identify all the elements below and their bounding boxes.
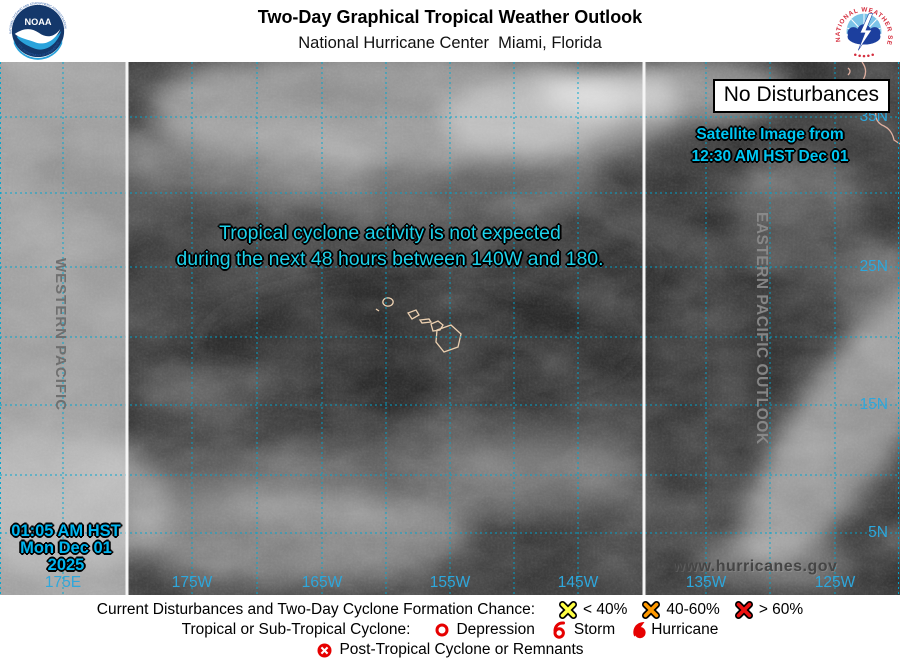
issuance-time-line2: Mon Dec 01 2025 (20, 539, 112, 574)
no-disturbances-box: No Disturbances (712, 79, 890, 113)
x-icon-yellow (559, 601, 577, 619)
satellite-caption: Satellite Image from 12:30 AM HST Dec 01 (645, 124, 895, 168)
lon-label: 145W (557, 574, 599, 591)
chance-item-low: < 40% (559, 600, 627, 620)
hurricane-icon (633, 621, 646, 638)
cyclone-item-hurricane: Hurricane (630, 620, 718, 640)
header: NOAA NATIONAL OCEANIC AND ATMOSPHERIC AD… (0, 0, 900, 62)
hawaii-coastline (375, 297, 462, 353)
divider-180 (125, 62, 129, 595)
lat-label: 25N (859, 258, 888, 275)
outlook-message-line1: Tropical cyclone activity is not expecte… (219, 222, 561, 244)
legend-row-post-tropical: Post-Tropical Cyclone or Remnants (0, 640, 900, 660)
satellite-caption-line2: 12:30 AM HST Dec 01 (691, 148, 849, 165)
depression-label: Depression (456, 621, 535, 638)
chance-item-medium: 40-60% (642, 600, 720, 620)
nws-logo-icon: NATIONAL WEATHER SERVICE (834, 1, 894, 61)
lat-label: 5N (868, 524, 888, 541)
chance-item-high-label: > 60% (758, 601, 804, 618)
issuance-time-line1: 01:05 AM HST (11, 522, 121, 540)
lon-label: 175W (171, 574, 213, 591)
lon-label: 125W (814, 574, 856, 591)
lat-label: 15N (859, 396, 888, 413)
chance-item-low-label: < 40% (583, 601, 628, 618)
outlook-message-line2: during the next 48 hours between 140W an… (176, 248, 604, 270)
x-icon-red (734, 601, 753, 619)
storm-icon (553, 620, 565, 639)
satellite-caption-line1: Satellite Image from (696, 126, 844, 143)
chance-label: Current Disturbances and Two-Day Cyclone… (96, 601, 535, 618)
legend-row-chance: Current Disturbances and Two-Day Cyclone… (0, 600, 900, 620)
chance-item-high: > 60% (734, 600, 804, 620)
lon-label: 155W (429, 574, 471, 591)
website-url: www.hurricanes.gov (672, 558, 838, 575)
lon-label: 135W (685, 574, 727, 591)
page-title: Two-Day Graphical Tropical Weather Outlo… (257, 7, 643, 27)
post-tropical-item: Post-Tropical Cyclone or Remnants (316, 640, 584, 660)
lon-label: 165W (301, 574, 343, 591)
storm-label: Storm (573, 621, 616, 638)
cyclone-item-depression: Depression (434, 620, 535, 640)
western-pacific-label: WESTERN PACIFIC (52, 258, 69, 412)
issuance-time: 01:05 AM HST Mon Dec 01 2025 (0, 523, 132, 574)
hurricane-label: Hurricane (651, 621, 719, 638)
depression-icon (435, 623, 449, 637)
legend: Current Disturbances and Two-Day Cyclone… (0, 595, 900, 665)
divider-140w (642, 62, 646, 595)
chance-item-medium-label: 40-60% (666, 601, 720, 618)
noaa-logo-icon: NOAA NATIONAL OCEANIC AND ATMOSPHERIC AD… (8, 1, 68, 60)
cyclone-item-storm: Storm (550, 620, 615, 640)
cyclone-label: Tropical or Sub-Tropical Cyclone: (181, 621, 411, 638)
noaa-wordmark: NOAA (24, 17, 51, 27)
latlon-grid (0, 62, 900, 595)
post-tropical-label: Post-Tropical Cyclone or Remnants (339, 641, 584, 658)
legend-row-cyclone: Tropical or Sub-Tropical Cyclone: Depres… (0, 620, 900, 640)
outlook-message: Tropical cyclone activity is not expecte… (0, 220, 780, 272)
x-icon-orange (642, 601, 661, 619)
page-subtitle: National Hurricane Center Miami, Florida (298, 34, 602, 52)
lon-label: 175E (44, 574, 82, 591)
eastern-pacific-outlook-label: EASTERN PACIFIC OUTLOOK (753, 212, 770, 445)
satellite-map: 175E 175W 165W 155W 145W 135W 125W 35N 2… (0, 62, 900, 595)
post-tropical-icon (317, 643, 332, 657)
